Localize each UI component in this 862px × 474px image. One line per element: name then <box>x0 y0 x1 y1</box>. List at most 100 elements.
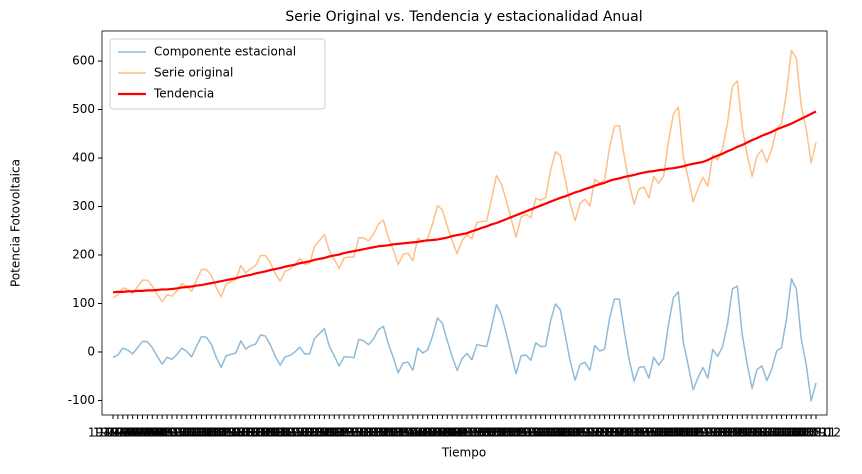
x-tick-label: 1959-02 <box>683 426 733 440</box>
y-tick-label: 200 <box>72 248 95 262</box>
x-tick-label: 1949-01 <box>88 426 138 440</box>
x-tick-label: 1959-05 <box>698 426 748 440</box>
x-tick-label: 1959-08 <box>712 426 762 440</box>
x-tick-label: 1954-11 <box>432 426 482 440</box>
x-tick-label: 1952-08 <box>299 426 349 440</box>
x-tick-label: 1954-01 <box>383 426 433 440</box>
x-tick-label: 1958-01 <box>619 426 669 440</box>
x-tick-label: 1957-10 <box>604 426 654 440</box>
x-tick-label: 1951-12 <box>260 426 310 440</box>
x-tick-label: 1951-11 <box>255 426 305 440</box>
x-tick-label: 1958-06 <box>643 426 693 440</box>
x-tick-label: 1957-03 <box>570 426 620 440</box>
x-tick-label: 1955-12 <box>496 426 546 440</box>
x-tick-label: 1954-06 <box>407 426 457 440</box>
x-tick-label: 1956-10 <box>545 426 595 440</box>
x-tick-label: 1952-12 <box>319 426 369 440</box>
x-tick-label: 1953-10 <box>368 426 418 440</box>
x-tick-label: 1955-03 <box>452 426 502 440</box>
x-tick-label: 1960-02 <box>742 426 792 440</box>
x-tick-label: 1953-05 <box>344 426 394 440</box>
x-tick-label: 1954-03 <box>393 426 443 440</box>
y-tick-label: 600 <box>72 54 95 68</box>
x-tick-label: 1949-11 <box>137 426 187 440</box>
x-tick-label: 1960-08 <box>771 426 821 440</box>
x-tick-label: 1950-02 <box>152 426 202 440</box>
x-tick-label: 1949-04 <box>103 426 153 440</box>
series-line <box>112 278 817 402</box>
x-tick-label: 1957-11 <box>609 426 659 440</box>
x-tick-label: 1950-08 <box>181 426 231 440</box>
x-tick-label: 1959-10 <box>722 426 772 440</box>
series-line <box>112 110 817 294</box>
x-tick-label: 1952-05 <box>285 426 335 440</box>
x-tick-label: 1960-12 <box>791 426 841 440</box>
x-tick-label: 1955-11 <box>491 426 541 440</box>
x-tick-label: 1958-10 <box>663 426 713 440</box>
legend-label: Tendencia <box>153 87 214 101</box>
x-tick-label: 1952-09 <box>304 426 354 440</box>
x-tick-label: 1951-01 <box>206 426 256 440</box>
x-tick-label: 1949-12 <box>142 426 192 440</box>
x-tick-label: 1960-11 <box>786 426 836 440</box>
x-tick-label: 1958-08 <box>653 426 703 440</box>
x-tick-label: 1952-11 <box>314 426 364 440</box>
x-tick-label: 1957-12 <box>614 426 664 440</box>
y-axis-label: Potencia Fotovoltaica <box>9 159 23 287</box>
x-tick-label: 1960-05 <box>757 426 807 440</box>
x-tick-label: 1953-03 <box>334 426 384 440</box>
x-tick-label: 1954-04 <box>398 426 448 440</box>
x-tick-label: 1949-03 <box>98 426 148 440</box>
x-tick-label: 1960-03 <box>747 426 797 440</box>
x-tick-label: 1951-07 <box>235 426 285 440</box>
y-tick-label: 300 <box>72 199 95 213</box>
x-tick-label: 1958-03 <box>629 426 679 440</box>
plot-frame <box>101 30 828 416</box>
x-tick-label: 1959-01 <box>678 426 728 440</box>
x-tick-label: 1953-11 <box>373 426 423 440</box>
x-tick-label: 1958-12 <box>673 426 723 440</box>
legend-box <box>109 38 326 110</box>
x-tick-label: 1952-06 <box>289 426 339 440</box>
x-tick-label: 1949-06 <box>113 426 163 440</box>
x-tick-label: 1950-04 <box>162 426 212 440</box>
x-tick-label: 1958-11 <box>668 426 718 440</box>
x-tick-label: 1952-04 <box>280 426 330 440</box>
x-tick-label: 1953-01 <box>324 426 374 440</box>
x-tick-label: 1960-04 <box>752 426 802 440</box>
x-tick-label: 1956-09 <box>540 426 590 440</box>
legend-label: Serie original <box>154 66 233 80</box>
x-tick-label: 1955-10 <box>486 426 536 440</box>
x-tick-label: 1959-03 <box>688 426 738 440</box>
x-tick-label: 1951-10 <box>250 426 300 440</box>
x-tick-label: 1957-05 <box>580 426 630 440</box>
x-tick-label: 1957-04 <box>575 426 625 440</box>
x-tick-label: 1950-12 <box>201 426 251 440</box>
x-tick-label: 1954-10 <box>427 426 477 440</box>
x-tick-label: 1954-09 <box>422 426 472 440</box>
x-tick-label: 1956-01 <box>501 426 551 440</box>
x-tick-label: 1960-01 <box>737 426 787 440</box>
x-tick-label: 1955-05 <box>462 426 512 440</box>
y-tick-label: 400 <box>72 151 95 165</box>
x-tick-label: 1949-08 <box>122 426 172 440</box>
series-line <box>112 49 817 303</box>
x-tick-label: 1959-09 <box>717 426 767 440</box>
x-tick-label: 1950-03 <box>157 426 207 440</box>
x-tick-label: 1949-10 <box>132 426 182 440</box>
x-tick-label: 1951-04 <box>221 426 271 440</box>
x-tick-label: 1959-04 <box>693 426 743 440</box>
x-tick-label: 1958-09 <box>658 426 708 440</box>
x-tick-label: 1960-09 <box>776 426 826 440</box>
x-tick-label: 1949-07 <box>117 426 167 440</box>
x-tick-label: 1958-02 <box>624 426 674 440</box>
x-tick-label: 1953-04 <box>339 426 389 440</box>
legend-label: Componente estacional <box>154 45 296 59</box>
x-tick-label: 1955-02 <box>447 426 497 440</box>
x-tick-label: 1953-06 <box>348 426 398 440</box>
x-tick-label: 1955-06 <box>466 426 516 440</box>
x-tick-label: 1959-12 <box>732 426 782 440</box>
x-tick-label: 1955-04 <box>457 426 507 440</box>
x-tick-label: 1956-12 <box>555 426 605 440</box>
x-tick-label: 1954-08 <box>417 426 467 440</box>
